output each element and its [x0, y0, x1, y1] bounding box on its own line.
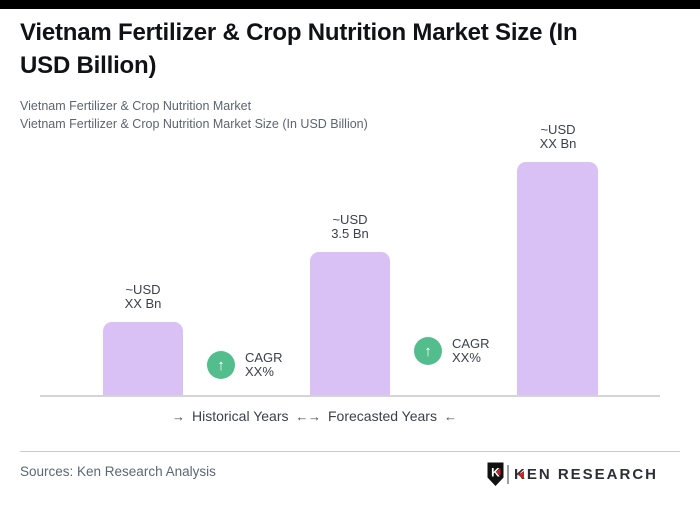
logo-red-notch-icon [518, 470, 524, 479]
up-arrow-icon: ↑ [414, 337, 442, 365]
x-axis-baseline [40, 395, 660, 397]
bar-value-label-2-line2: 3.5 Bn [331, 226, 369, 241]
bar-value-label-1: ~USD XX Bn [83, 283, 203, 311]
bar-value-label-3-line1: ~USD [540, 122, 576, 137]
source-text: Sources: Ken Research Analysis [20, 464, 216, 479]
cagr-label: CAGR [452, 336, 490, 351]
axis-group-forecasted-label: Forecasted Years [328, 408, 437, 424]
chart-subtitle-line2: Vietnam Fertilizer & Crop Nutrition Mark… [20, 117, 368, 131]
bar-value-label-2-line1: ~USD [332, 212, 368, 227]
cagr-badge-2: ↑ CAGR XX% [414, 337, 490, 365]
left-arrow-icon: ← [295, 408, 309, 424]
logo-separator [507, 464, 509, 484]
bar-period-3 [517, 162, 598, 395]
right-arrow-icon: → [308, 408, 321, 424]
cagr-label: CAGR [245, 350, 283, 365]
bar-period-1 [103, 322, 183, 395]
page-title-line2: USD Billion) [20, 52, 157, 79]
top-accent-bar [0, 0, 700, 9]
left-arrow-icon: ← [443, 408, 457, 424]
axis-group-historical-label: Historical Years [192, 408, 289, 424]
cagr-badge-1: ↑ CAGR XX% [207, 351, 283, 379]
axis-group-historical: → Historical Years ← [172, 408, 309, 424]
bar-value-label-3-line2: XX Bn [539, 136, 577, 151]
logo-wordmark-text: KEN RESEARCH [514, 465, 659, 483]
logo-wordmark: KEN RESEARCH [514, 466, 658, 483]
cagr-value: XX% [452, 350, 481, 365]
right-arrow-icon: → [172, 408, 185, 424]
bar-value-label-1-line1: ~USD [125, 282, 161, 297]
page-title-line1: Vietnam Fertilizer & Crop Nutrition Mark… [20, 19, 578, 46]
logo-shield-letter: K [491, 465, 500, 479]
bar-value-label-1-line2: XX Bn [124, 296, 162, 311]
cagr-badge-1-text: CAGR XX% [245, 351, 283, 379]
bar-period-2 [310, 252, 390, 395]
up-arrow-icon: ↑ [207, 351, 235, 379]
axis-group-forecasted: → Forecasted Years ← [308, 408, 457, 424]
bar-value-label-2: ~USD 3.5 Bn [290, 213, 410, 241]
ken-research-logo: K KEN RESEARCH [487, 461, 658, 487]
page-title: Vietnam Fertilizer & Crop Nutrition Mark… [20, 16, 660, 82]
footer-divider [20, 451, 680, 452]
bar-value-label-3: ~USD XX Bn [498, 123, 618, 151]
cagr-value: XX% [245, 364, 274, 379]
cagr-badge-2-text: CAGR XX% [452, 337, 490, 365]
chart-subtitle: Vietnam Fertilizer & Crop Nutrition Mark… [20, 97, 368, 133]
ken-research-shield-icon: K [487, 462, 504, 486]
up-arrow-glyph: ↑ [424, 342, 432, 360]
up-arrow-glyph: ↑ [217, 356, 225, 374]
logo-shield-red-triangle [495, 468, 501, 475]
chart-subtitle-line1: Vietnam Fertilizer & Crop Nutrition Mark… [20, 99, 252, 113]
